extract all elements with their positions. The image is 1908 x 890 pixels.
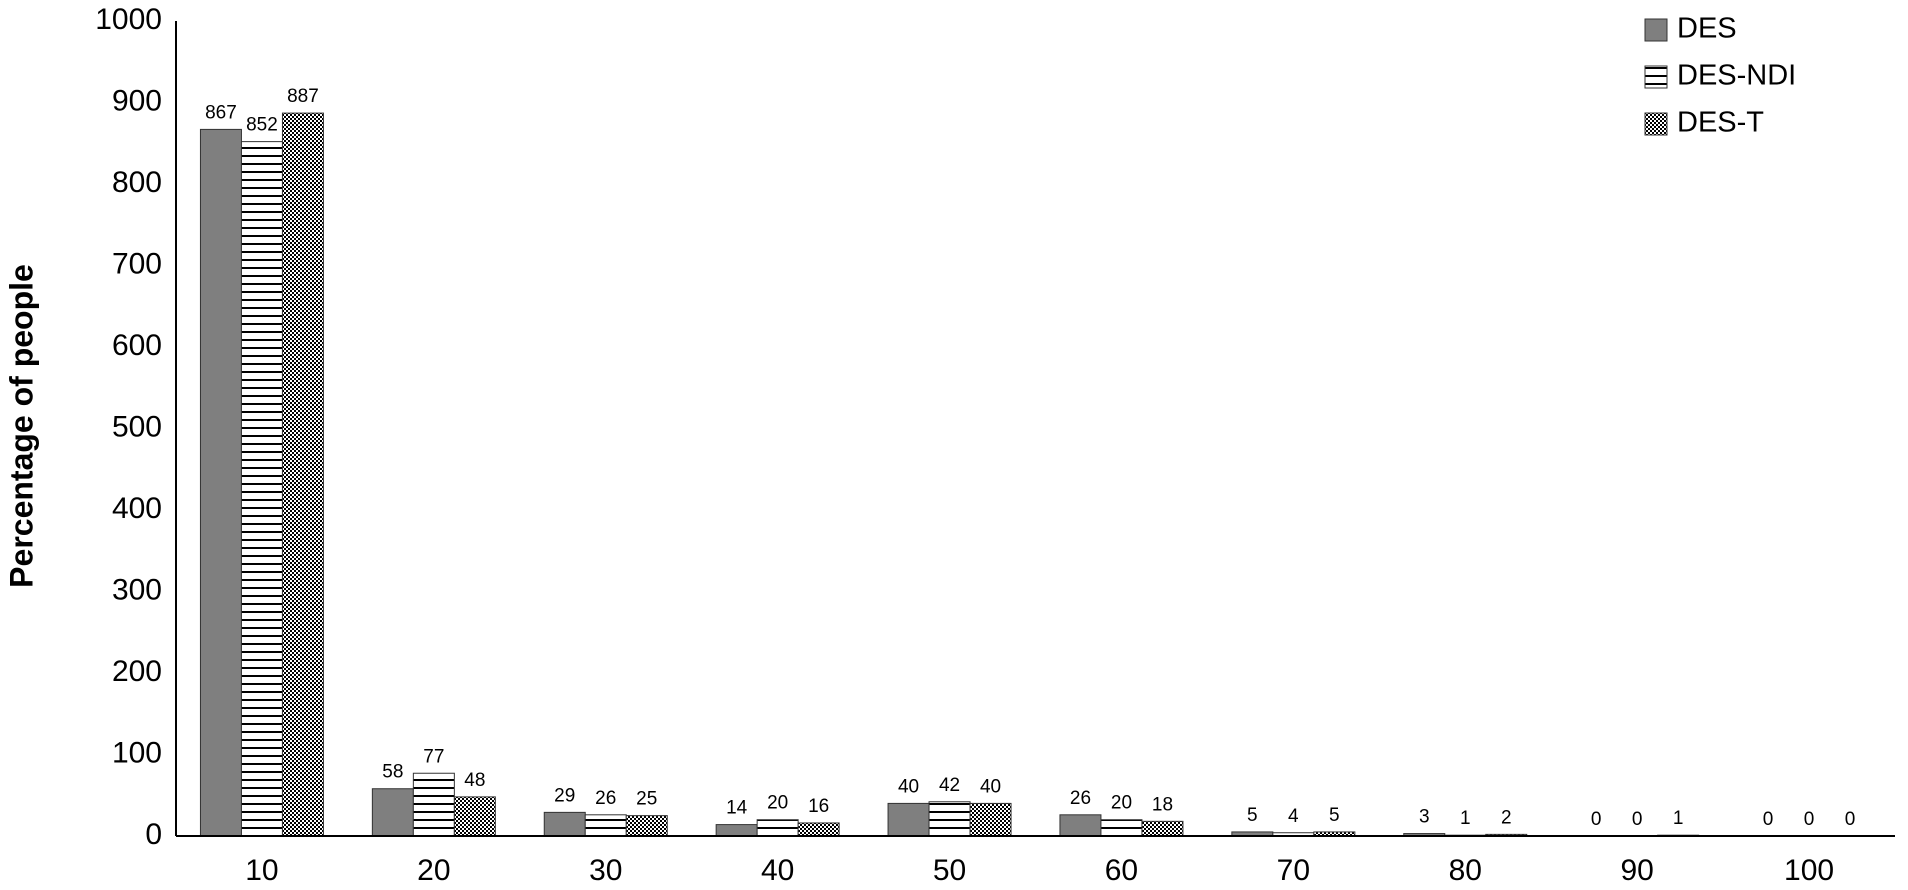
value-label: 42 bbox=[939, 775, 960, 796]
value-label: 20 bbox=[767, 793, 788, 814]
value-label: 29 bbox=[554, 785, 575, 806]
y-tick-label: 600 bbox=[112, 329, 162, 362]
bar bbox=[281, 112, 324, 837]
value-label: 48 bbox=[464, 770, 485, 791]
x-tick-label: 60 bbox=[1105, 854, 1138, 887]
bar bbox=[1059, 814, 1102, 837]
value-label: 25 bbox=[636, 789, 657, 810]
x-tick-label: 40 bbox=[761, 854, 794, 887]
y-tick-label: 500 bbox=[112, 410, 162, 443]
legend-label: DES-NDI bbox=[1677, 60, 1796, 92]
value-label: 0 bbox=[1763, 809, 1774, 830]
bar bbox=[1141, 820, 1184, 837]
legend-swatch bbox=[1644, 18, 1668, 42]
value-label: 5 bbox=[1329, 805, 1340, 826]
bar bbox=[584, 814, 627, 837]
bar bbox=[756, 819, 799, 837]
value-label: 40 bbox=[898, 776, 919, 797]
bar bbox=[543, 811, 586, 837]
value-label: 887 bbox=[287, 86, 319, 107]
y-tick-label: 300 bbox=[112, 573, 162, 606]
value-label: 77 bbox=[423, 746, 444, 767]
value-label: 5 bbox=[1247, 805, 1258, 826]
legend-swatch bbox=[1644, 65, 1668, 89]
value-label: 867 bbox=[205, 102, 237, 123]
bar bbox=[625, 815, 668, 837]
x-tick-label: 20 bbox=[417, 854, 450, 887]
value-label: 0 bbox=[1591, 809, 1602, 830]
x-tick-label: 10 bbox=[245, 854, 278, 887]
bar bbox=[199, 128, 242, 837]
value-label: 852 bbox=[246, 115, 278, 136]
value-label: 20 bbox=[1111, 793, 1132, 814]
value-label: 14 bbox=[726, 798, 748, 819]
value-label: 1 bbox=[1673, 808, 1684, 829]
value-label: 0 bbox=[1804, 809, 1815, 830]
bar bbox=[1100, 819, 1143, 837]
value-label: 26 bbox=[1070, 788, 1091, 809]
value-label: 0 bbox=[1845, 809, 1856, 830]
value-label: 2 bbox=[1501, 807, 1512, 828]
value-label: 16 bbox=[808, 796, 829, 817]
y-tick-label: 800 bbox=[112, 166, 162, 199]
bar bbox=[928, 801, 971, 837]
y-tick-label: 1000 bbox=[95, 3, 162, 36]
y-tick-label: 700 bbox=[112, 247, 162, 280]
value-label: 4 bbox=[1288, 806, 1299, 827]
bar bbox=[240, 141, 283, 837]
value-label: 58 bbox=[382, 762, 403, 783]
y-axis-title: Percentage of people bbox=[3, 264, 39, 588]
y-tick-label: 200 bbox=[112, 655, 162, 688]
legend-label: DES bbox=[1677, 13, 1737, 45]
x-tick-label: 90 bbox=[1620, 854, 1653, 887]
bar bbox=[797, 822, 840, 837]
y-tick-label: 100 bbox=[112, 736, 162, 769]
legend-swatch bbox=[1644, 112, 1668, 136]
y-tick-label: 0 bbox=[145, 818, 162, 851]
bar bbox=[969, 802, 1012, 837]
x-tick-label: 70 bbox=[1277, 854, 1310, 887]
bar bbox=[887, 802, 930, 837]
legend-label: DES-T bbox=[1677, 107, 1764, 139]
bar bbox=[371, 788, 414, 837]
bar bbox=[412, 772, 455, 837]
x-tick-label: 50 bbox=[933, 854, 966, 887]
bar bbox=[453, 796, 496, 837]
y-tick-label: 900 bbox=[112, 84, 162, 117]
value-label: 18 bbox=[1152, 794, 1173, 815]
x-tick-label: 80 bbox=[1449, 854, 1482, 887]
bar bbox=[715, 824, 758, 837]
value-label: 26 bbox=[595, 788, 616, 809]
value-label: 1 bbox=[1460, 808, 1471, 829]
y-tick-label: 400 bbox=[112, 492, 162, 525]
x-tick-label: 30 bbox=[589, 854, 622, 887]
value-label: 0 bbox=[1632, 809, 1643, 830]
value-label: 3 bbox=[1419, 807, 1430, 828]
x-tick-label: 100 bbox=[1784, 854, 1834, 887]
value-label: 40 bbox=[980, 776, 1001, 797]
